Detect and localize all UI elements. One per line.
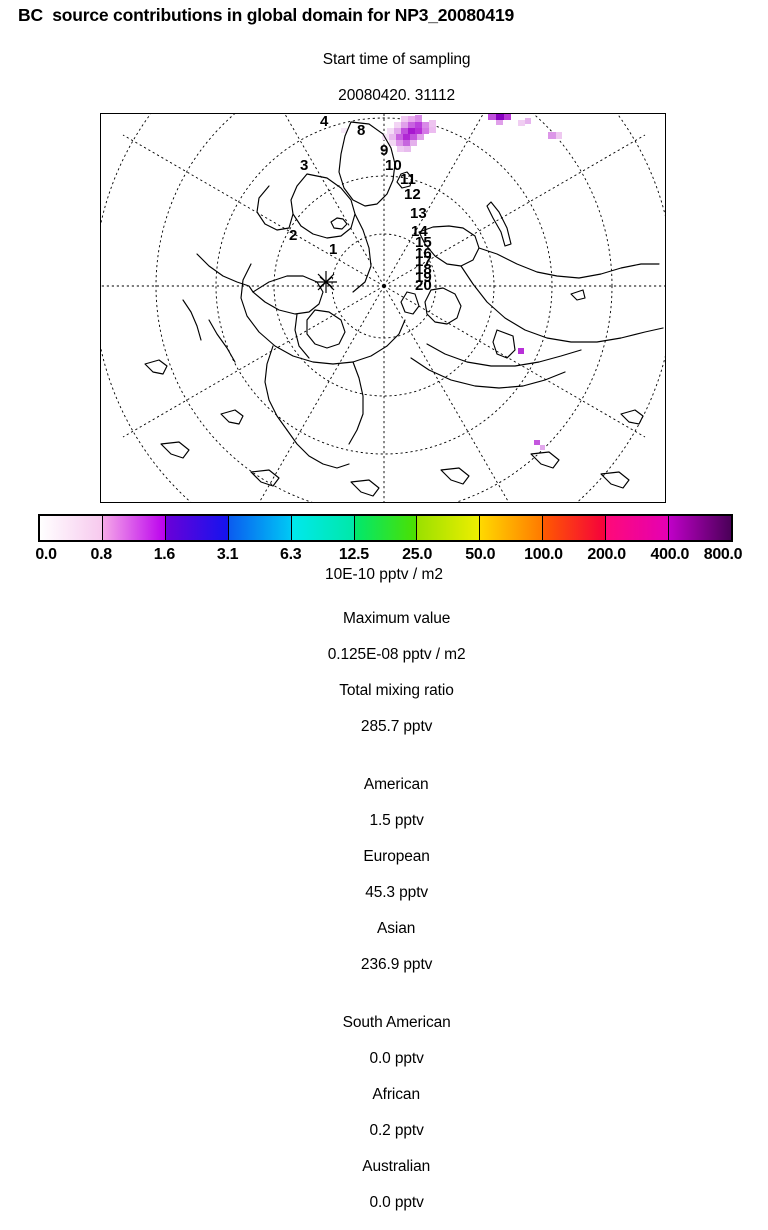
concentration-plume <box>341 114 562 450</box>
total-mixing-ratio-label: Total mixing ratio <box>339 682 454 699</box>
maximum-value: 0.125E-08 pptv / m2 <box>327 646 466 663</box>
source-value-african: 0.2 pptv <box>369 1122 424 1139</box>
maximum-value-label: Maximum value <box>343 610 451 627</box>
trajectory-label-13: 13 <box>410 205 427 222</box>
colorbar-segment-4 <box>290 516 354 540</box>
map-plot-area: 1 2 3 4 8 9 10 11 12 13 14 15 16 17 18 19 20 <box>100 113 666 503</box>
polar-map-svg <box>101 114 665 502</box>
source-name-australian: Australian <box>362 1158 431 1175</box>
colorbar-segment-3 <box>227 516 291 540</box>
trajectory-label-2: 2 <box>289 227 298 244</box>
colorbar-segment-8 <box>542 516 606 540</box>
source-row-2: South American 0.0 pptv African 0.2 pptv… <box>0 996 768 1230</box>
maximum-and-total-line: Maximum value 0.125E-08 pptv / m2 Total … <box>0 592 768 754</box>
source-row-1: American 1.5 pptv European 45.3 pptv Asi… <box>0 758 768 992</box>
colorbar-tick-800.0: 800.0 <box>703 546 743 563</box>
plot-canvas: BC source contributions in global domain… <box>0 5 768 1211</box>
trajectory-label-4: 4 <box>320 113 329 130</box>
colorbar-segment-9 <box>605 516 669 540</box>
colorbar-tick-3.1: 3.1 <box>216 546 239 563</box>
trajectory-label-8: 8 <box>357 122 366 139</box>
source-name-asian: Asian <box>377 920 416 937</box>
colorbar-tick-0.8: 0.8 <box>90 546 113 563</box>
colorbar-tick-labels: 0.0 0.8 1.6 3.1 6.3 12.5 25.0 50.0 100.0 200.0 400… <box>0 546 768 566</box>
start-time-label: Start time of sampling <box>322 51 471 68</box>
total-mixing-ratio-value: 285.7 pptv <box>360 718 433 735</box>
source-value-asian: 236.9 pptv <box>360 956 433 973</box>
trajectory-label-20: 20 <box>415 277 432 294</box>
trajectory-label-17: 17 <box>415 253 432 270</box>
trajectory-label-16: 16 <box>415 245 432 262</box>
colorbar-segment-7 <box>479 516 543 540</box>
page-title: BC source contributions in global domain… <box>18 5 515 25</box>
colorbar-segment-6 <box>416 516 480 540</box>
trajectory-label-15: 15 <box>415 234 432 251</box>
trajectory-label-19: 19 <box>415 269 432 286</box>
source-name-american: American <box>363 776 429 793</box>
colorbar-segment-0 <box>40 516 102 540</box>
trajectory-label-18: 18 <box>415 261 432 278</box>
trajectory-label-10: 10 <box>385 157 402 174</box>
colorbar-tick-12.5: 12.5 <box>338 546 369 563</box>
meridian-lines <box>101 114 665 502</box>
trajectory-label-12: 12 <box>404 186 421 203</box>
colorbar-tick-0.0: 0.0 <box>35 546 57 563</box>
colorbar-tick-400.0: 400.0 <box>650 546 690 563</box>
colorbar-gradient-strip <box>38 514 733 542</box>
colorbar-tick-6.3: 6.3 <box>280 546 302 563</box>
colorbar-unit-label: 10E-10 pptv / m2 <box>324 566 444 583</box>
coastlines <box>144 121 664 497</box>
colorbar-segment-1 <box>101 516 165 540</box>
colorbar-segment-10 <box>668 516 731 540</box>
colorbar-tick-50.0: 50.0 <box>465 546 496 563</box>
trajectory-label-11: 11 <box>400 171 416 188</box>
source-value-american: 1.5 pptv <box>369 812 424 829</box>
colorbar-tick-100.0: 100.0 <box>524 546 563 563</box>
colorbar-tick-25.0: 25.0 <box>402 546 433 563</box>
colorbar <box>38 514 733 542</box>
trajectory-label-9: 9 <box>380 142 389 159</box>
colorbar-segment-2 <box>164 516 228 540</box>
source-value-australian: 0.0 pptv <box>369 1194 424 1211</box>
trajectory-label-14: 14 <box>411 223 428 240</box>
start-time-value: 20080420. 31112 <box>338 87 456 104</box>
source-name-african: African <box>372 1086 420 1103</box>
trajectory-label-3: 3 <box>300 157 309 174</box>
footer-statistics: Maximum value 0.125E-08 pptv / m2 Total … <box>0 592 768 1230</box>
colorbar-segment-5 <box>353 516 417 540</box>
trajectory-label-1: 1 <box>329 241 338 258</box>
source-name-european: European <box>363 848 430 865</box>
source-value-european: 45.3 pptv <box>365 884 429 901</box>
colorbar-tick-200.0: 200.0 <box>587 546 626 563</box>
release-point-marker <box>315 271 337 293</box>
source-value-south-american: 0.0 pptv <box>369 1050 424 1067</box>
source-name-south-american: South American <box>342 1014 451 1031</box>
colorbar-tick-1.6: 1.6 <box>153 546 176 563</box>
